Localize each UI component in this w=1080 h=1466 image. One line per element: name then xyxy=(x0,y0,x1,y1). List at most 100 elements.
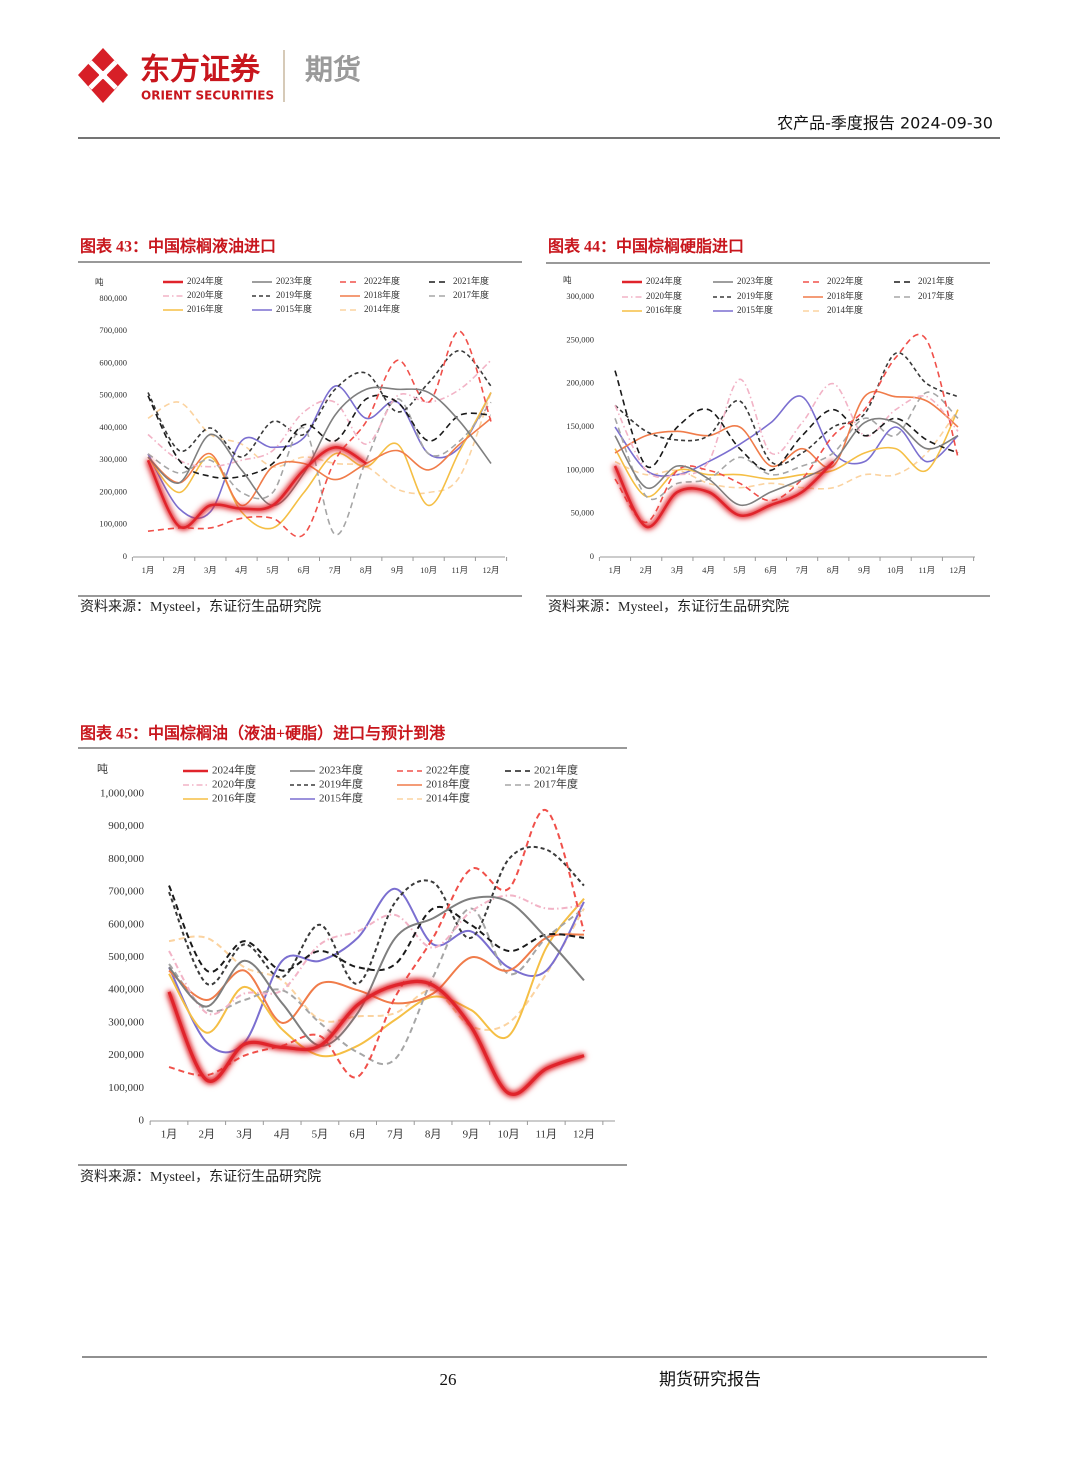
x-tick-label: 9月 xyxy=(391,565,404,575)
page-number: 26 xyxy=(440,1370,457,1389)
x-tick-label: 4月 xyxy=(235,565,248,575)
x-tick-label: 6月 xyxy=(765,565,778,575)
legend-label: 2023年度 xyxy=(276,275,312,286)
series-line xyxy=(147,394,492,479)
y-tick-label: 100,000 xyxy=(99,519,127,529)
legend-label: 2024年度 xyxy=(187,275,223,286)
source-note: 资料来源：Mysteel，东证衍生品研究院 xyxy=(548,599,789,615)
series-line xyxy=(614,417,959,507)
legend-label: 2023年度 xyxy=(319,763,363,777)
legend-label: 2016年度 xyxy=(212,791,256,805)
legend-label: 2017年度 xyxy=(918,290,954,301)
y-unit: 吨 xyxy=(95,277,104,287)
x-tick-label: 11月 xyxy=(535,1129,557,1141)
legend-label: 2021年度 xyxy=(918,275,954,286)
y-tick-label: 150,000 xyxy=(566,421,594,431)
x-tick-label: 12月 xyxy=(482,565,499,575)
series-line xyxy=(168,885,585,974)
series-line xyxy=(614,333,959,524)
y-unit: 吨 xyxy=(563,275,572,285)
x-tick-label: 7月 xyxy=(387,1129,404,1141)
division: 期货 xyxy=(305,53,361,86)
x-tick-label: 8月 xyxy=(360,565,373,575)
series-line xyxy=(147,417,492,507)
y-tick-label: 900,000 xyxy=(108,820,144,832)
legend-label: 2019年度 xyxy=(276,289,312,300)
legend-label: 2018年度 xyxy=(364,289,400,300)
series-line xyxy=(147,392,492,495)
y-tick-label: 700,000 xyxy=(99,325,127,335)
legend-label: 2015年度 xyxy=(737,304,773,315)
y-tick-label: 0 xyxy=(590,551,594,561)
x-tick-label: 2月 xyxy=(173,565,186,575)
series-line xyxy=(147,359,492,468)
x-tick-label: 8月 xyxy=(425,1129,442,1141)
legend-label: 2022年度 xyxy=(827,275,863,286)
legend-label: 2022年度 xyxy=(426,763,470,777)
legend-label: 2020年度 xyxy=(212,777,256,791)
x-tick-label: 3月 xyxy=(236,1129,253,1141)
legend-label: 2024年度 xyxy=(212,763,256,777)
x-tick-label: 12月 xyxy=(573,1129,595,1141)
x-tick-label: 5月 xyxy=(312,1129,329,1141)
y-tick-label: 100,000 xyxy=(566,464,594,474)
x-tick-label: 6月 xyxy=(349,1129,366,1141)
y-tick-label: 1,000,000 xyxy=(100,788,145,800)
y-tick-label: 300,000 xyxy=(99,454,127,464)
x-tick-label: 1月 xyxy=(609,565,622,575)
x-tick-label: 1月 xyxy=(161,1129,178,1141)
legend-label: 2019年度 xyxy=(319,777,363,791)
x-tick-label: 2月 xyxy=(640,565,653,575)
legend-label: 2016年度 xyxy=(187,303,223,314)
y-tick-label: 250,000 xyxy=(566,334,594,344)
y-tick-label: 700,000 xyxy=(108,886,144,898)
brand-cn: 东方证券 xyxy=(140,53,261,88)
series-line xyxy=(614,391,959,501)
legend-label: 2017年度 xyxy=(534,777,578,791)
series-line xyxy=(147,398,492,536)
report-name: 农产品-季度报告 2024-09-30 xyxy=(777,114,993,133)
x-tick-label: 10月 xyxy=(420,565,437,575)
series-line xyxy=(614,378,959,479)
legend-label: 2019年度 xyxy=(737,290,773,301)
x-tick-label: 11月 xyxy=(451,565,468,575)
y-tick-label: 100,000 xyxy=(108,1082,144,1094)
footer-label: 期货研究报告 xyxy=(659,1370,761,1389)
y-tick-label: 200,000 xyxy=(108,1049,144,1061)
series-line xyxy=(613,460,835,528)
x-tick-label: 6月 xyxy=(298,565,311,575)
series-line xyxy=(168,894,585,1016)
series-line xyxy=(614,390,959,469)
chart-title: 图表 45：中国棕榈油（液油+硬脂）进口与预计到港 xyxy=(80,724,446,743)
legend-label: 2014年度 xyxy=(426,791,470,805)
series-line xyxy=(146,446,367,529)
x-tick-label: 10月 xyxy=(887,565,904,575)
y-tick-label: 400,000 xyxy=(108,984,144,996)
y-tick-label: 0 xyxy=(123,551,127,561)
logo xyxy=(78,48,128,103)
y-tick-label: 600,000 xyxy=(108,918,144,930)
legend-label: 2018年度 xyxy=(426,777,470,791)
legend-label: 2020年度 xyxy=(646,290,682,301)
y-tick-label: 500,000 xyxy=(99,390,127,400)
series-line xyxy=(167,979,585,1096)
legend-label: 2016年度 xyxy=(646,304,682,315)
x-tick-label: 7月 xyxy=(796,565,809,575)
x-tick-label: 10月 xyxy=(498,1129,520,1141)
y-tick-label: 400,000 xyxy=(99,422,127,432)
source-note: 资料来源：Mysteel，东证衍生品研究院 xyxy=(80,599,321,615)
series-line xyxy=(147,349,492,458)
series-line xyxy=(147,330,492,538)
series-line xyxy=(147,386,492,507)
legend-label: 2014年度 xyxy=(827,304,863,315)
x-tick-label: 5月 xyxy=(266,565,279,575)
legend-label: 2018年度 xyxy=(827,290,863,301)
chart-title: 图表 44：中国棕榈硬脂进口 xyxy=(548,237,744,256)
x-tick-label: 1月 xyxy=(142,565,155,575)
x-tick-label: 4月 xyxy=(702,565,715,575)
series-line xyxy=(614,409,959,490)
